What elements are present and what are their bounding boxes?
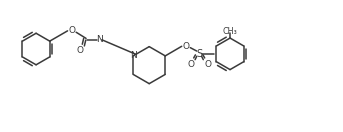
Text: O: O xyxy=(183,42,190,51)
Text: CH₃: CH₃ xyxy=(223,27,237,36)
Text: S: S xyxy=(196,49,202,59)
Text: N: N xyxy=(130,51,137,60)
Text: O: O xyxy=(77,46,84,55)
Text: O: O xyxy=(204,60,211,69)
Text: O: O xyxy=(187,60,194,69)
Text: N: N xyxy=(96,35,103,44)
Text: O: O xyxy=(69,26,75,35)
